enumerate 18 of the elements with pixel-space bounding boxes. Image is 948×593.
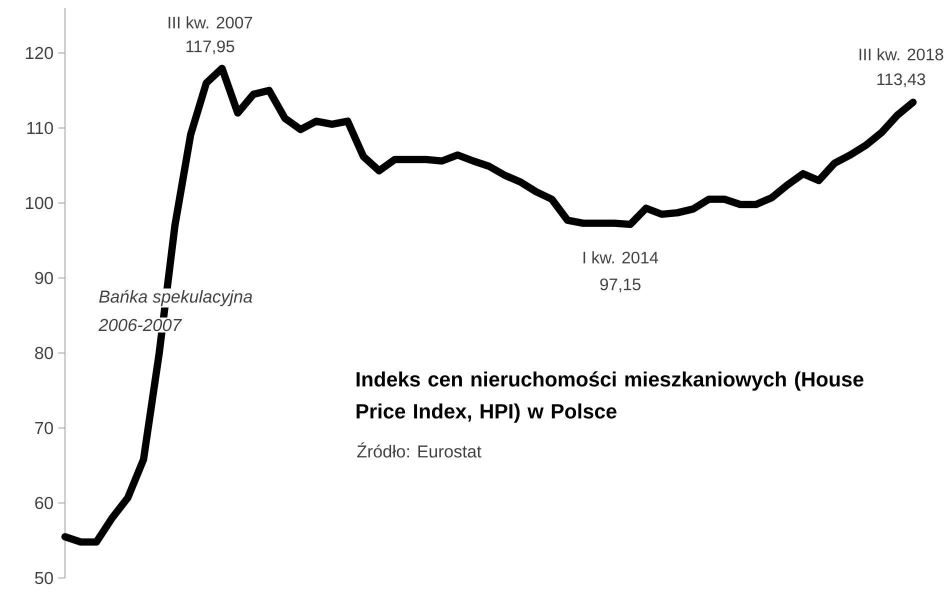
text: Indeks cen nieruchomości mieszkaniowych (House Price Index, HPI) w Polsce xyxy=(356,371,864,423)
y-tick-label: 110 xyxy=(27,122,53,134)
y-tick-label: 60 xyxy=(35,496,53,510)
annotation: 2006-2007 xyxy=(98,318,182,332)
y-tick-label: 80 xyxy=(35,346,53,360)
annotation: III kw. 2018 xyxy=(860,48,944,60)
annotation: 117,95 xyxy=(186,40,234,54)
y-tick-label: 70 xyxy=(35,422,53,434)
annotation: III kw. 2007 xyxy=(168,16,252,28)
annotation: 97,15 xyxy=(600,278,640,292)
y-tick-label: 120 xyxy=(26,46,53,60)
y-tick-label: 100 xyxy=(26,196,53,210)
y-tick-label: 90 xyxy=(35,272,53,284)
annotation: Bańka spekulacyjna xyxy=(99,290,252,306)
annotation: Źródło: Eurostat xyxy=(357,442,482,458)
annotation: I kw. 2014 xyxy=(584,251,658,264)
annotation: 113,43 xyxy=(877,73,926,88)
y-tick-label: 50 xyxy=(35,572,53,584)
